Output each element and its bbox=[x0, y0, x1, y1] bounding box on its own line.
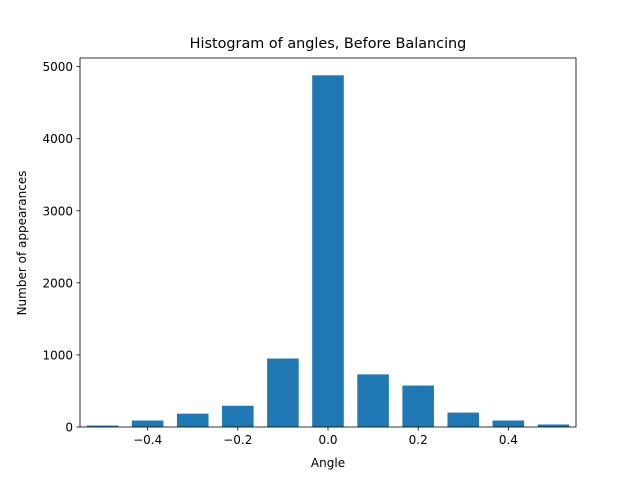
x-axis-label: Angle bbox=[311, 456, 345, 470]
bars-group bbox=[86, 75, 570, 428]
x-tick-label: −0.2 bbox=[223, 433, 252, 447]
x-tick-label: 0.2 bbox=[409, 433, 428, 447]
histogram-bar bbox=[312, 75, 344, 428]
histogram-bar bbox=[402, 385, 434, 427]
histogram-bar bbox=[492, 420, 525, 427]
y-tick-label: 2000 bbox=[42, 276, 73, 290]
chart-title: Histogram of angles, Before Balancing bbox=[190, 36, 467, 52]
y-axis-ticks: 0 1000 2000 3000 4000 5000 bbox=[42, 60, 80, 435]
y-tick-label: 4000 bbox=[42, 132, 73, 146]
x-tick-label: 0.4 bbox=[499, 433, 518, 447]
histogram-bar bbox=[447, 412, 480, 427]
histogram-bar bbox=[86, 425, 119, 427]
x-tick-label: 0.0 bbox=[318, 433, 337, 447]
x-axis-ticks: −0.4 −0.2 0.0 0.2 0.4 bbox=[133, 427, 518, 447]
histogram-bar bbox=[267, 358, 299, 427]
y-axis-label: Number of appearances bbox=[15, 171, 29, 316]
y-tick-label: 3000 bbox=[42, 204, 73, 218]
y-tick-label: 5000 bbox=[42, 60, 73, 74]
plot-frame bbox=[79, 57, 577, 428]
histogram-bar bbox=[176, 413, 209, 427]
y-tick-label: 1000 bbox=[42, 348, 73, 362]
y-tick-label: 0 bbox=[65, 421, 73, 435]
histogram-bar bbox=[357, 374, 389, 427]
histogram-bar bbox=[131, 420, 164, 427]
x-tick-label: −0.4 bbox=[133, 433, 162, 447]
histogram-bar bbox=[222, 405, 254, 427]
histogram-bar bbox=[537, 424, 570, 427]
